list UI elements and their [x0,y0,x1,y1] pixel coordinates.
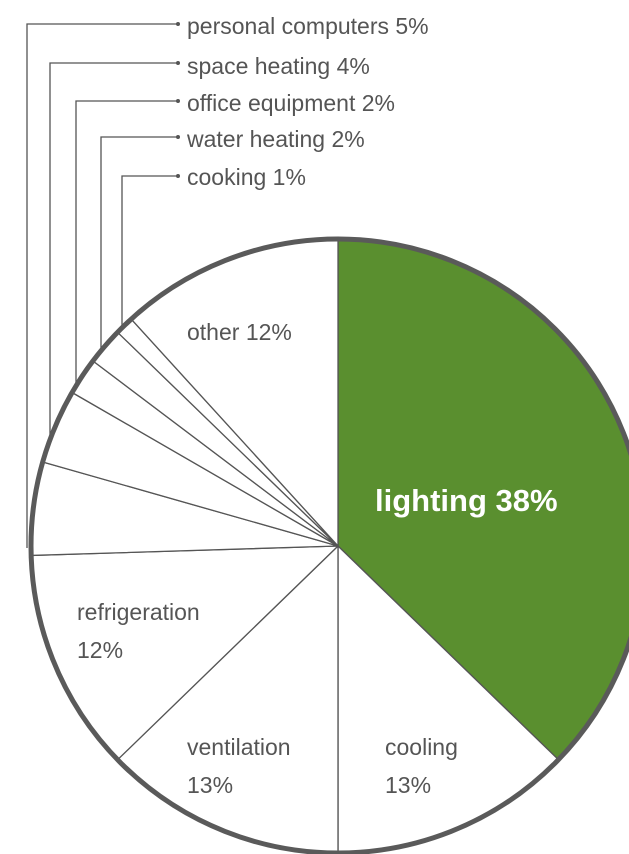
callout-dot-5 [176,174,180,178]
label-refrigeration-value: 12% [77,637,123,663]
pie-slices [30,238,629,854]
label-space-heating: space heating 4% [187,53,370,79]
callout-line-2 [49,62,178,442]
label-ventilation-name: ventilation [187,734,291,760]
callout-dot-4 [176,135,180,139]
callout-dot-3 [176,99,180,103]
label-lighting: lighting 38% [375,483,558,518]
callout-leaders [26,22,180,548]
label-cooling-value: 13% [385,772,431,798]
label-other: other 12% [187,319,292,345]
callout-dot-1 [176,22,180,26]
label-ventilation-value: 13% [187,772,233,798]
callout-line-3 [75,100,178,388]
callout-line-5 [121,175,178,330]
label-cooling-name: cooling [385,734,458,760]
pie-outline [28,236,629,854]
label-water-heating: water heating 2% [186,126,365,152]
label-office-equipment: office equipment 2% [187,90,395,116]
callout-dot-2 [176,61,180,65]
label-refrigeration-name: refrigeration [77,599,200,625]
label-personal-computers: personal computers 5% [187,13,429,39]
label-cooking: cooking 1% [187,164,306,190]
callout-line-4 [100,136,178,353]
callout-line-1 [26,23,178,548]
